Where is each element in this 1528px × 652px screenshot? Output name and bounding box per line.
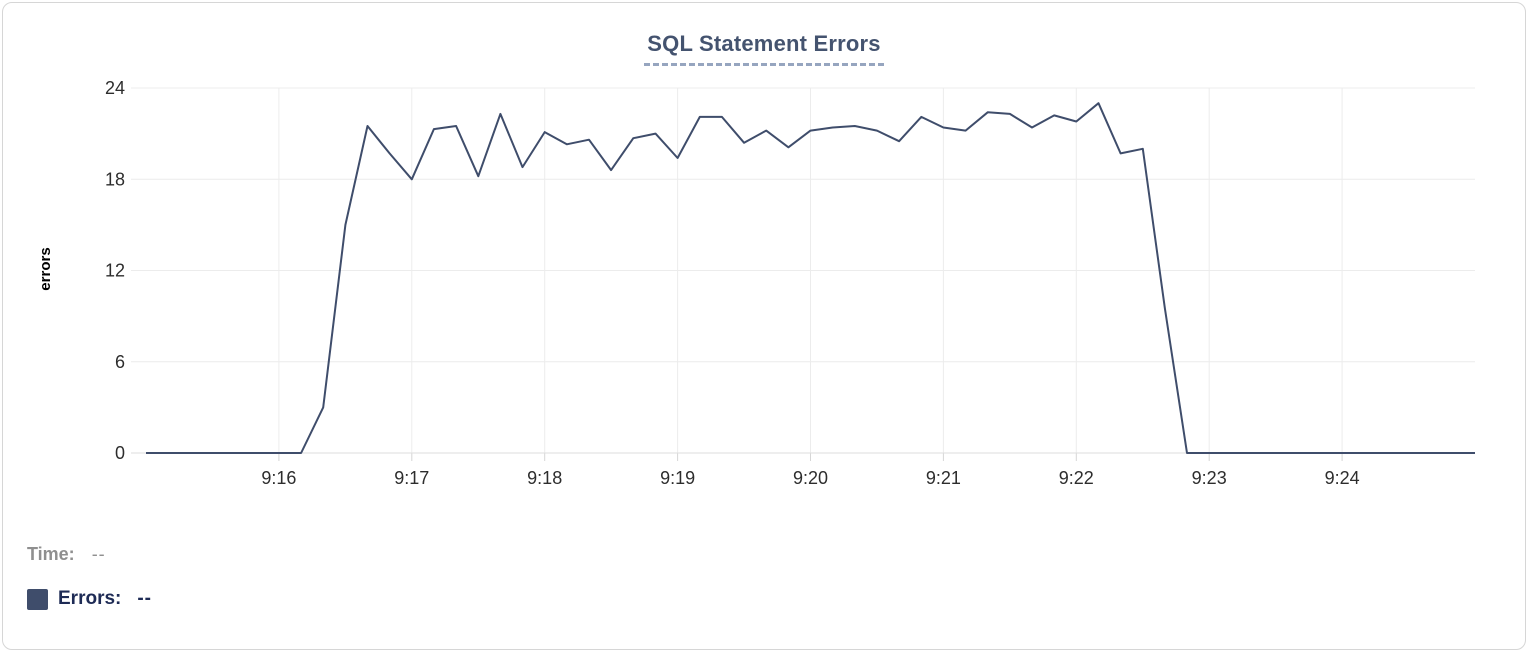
y-axis-name: errors — [37, 247, 54, 290]
y-tick-label: 0 — [115, 443, 125, 463]
tooltip-time-label: Time: — [27, 544, 75, 564]
x-tick-label: 9:24 — [1325, 468, 1360, 488]
y-tick-label: 24 — [105, 78, 125, 98]
x-tick-label: 9:16 — [261, 468, 296, 488]
x-tick-label: 9:18 — [527, 468, 562, 488]
x-tick-label: 9:21 — [926, 468, 961, 488]
legend-errors-value: -- — [137, 588, 153, 609]
errors-series-line[interactable] — [146, 102, 1475, 454]
x-tick-label: 9:17 — [394, 468, 429, 488]
legend-errors-label: Errors: — [58, 588, 122, 609]
y-tick-label: 12 — [105, 261, 125, 281]
x-tick-label: 9:20 — [793, 468, 828, 488]
x-tick-label: 9:23 — [1192, 468, 1227, 488]
y-tick-label: 18 — [105, 169, 125, 189]
chart-title[interactable]: SQL Statement Errors — [644, 31, 884, 66]
x-tick-label: 9:22 — [1059, 468, 1094, 488]
tooltip-time-value: -- — [91, 544, 106, 564]
x-tick-label: 9:19 — [660, 468, 695, 488]
y-tick-label: 6 — [115, 352, 125, 372]
errors-line-chart[interactable]: 9:16 9:17 9:18 9:19 9:20 9:21 9:22 9:23 9:24 0 6 12… — [3, 3, 1528, 508]
chart-header: SQL Statement Errors — [3, 31, 1525, 66]
tooltip-time-row: Time: -- — [27, 544, 106, 565]
legend-errors-row[interactable]: Errors: -- — [27, 588, 152, 610]
errors-series-swatch — [27, 588, 48, 610]
